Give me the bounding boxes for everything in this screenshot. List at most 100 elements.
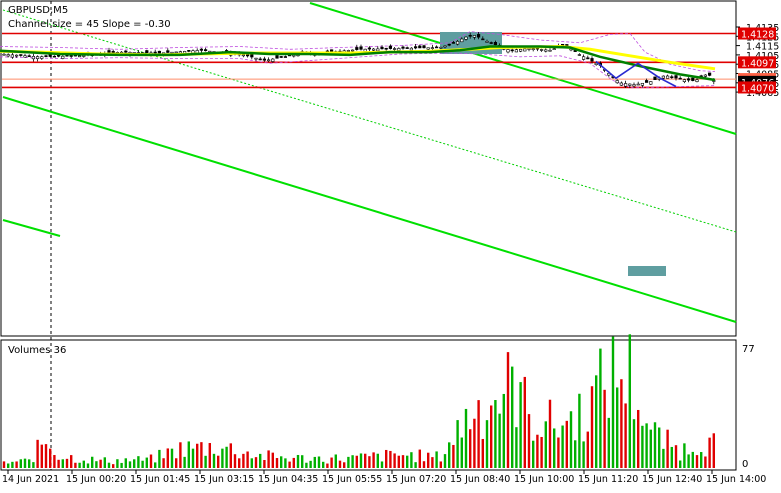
candle-body xyxy=(292,54,296,57)
volume-bar xyxy=(141,460,144,468)
time-tick-label: 15 Jun 12:40 xyxy=(642,474,702,485)
time-tick-label: 15 Jun 07:20 xyxy=(386,474,446,485)
candle-body xyxy=(703,74,707,77)
volume-bar xyxy=(695,455,699,468)
zigzag-line xyxy=(595,60,677,88)
candle-body xyxy=(283,56,288,58)
candle-body xyxy=(493,42,498,46)
candle-body xyxy=(485,41,489,43)
volume-bar xyxy=(679,460,682,468)
volume-bar xyxy=(11,461,14,468)
volume-bar xyxy=(259,453,262,468)
level-label: 1.4097 xyxy=(741,58,774,69)
candle-body xyxy=(153,51,157,54)
volume-bar xyxy=(309,460,312,468)
volume-bar xyxy=(191,448,195,468)
volume-bar xyxy=(99,459,102,468)
volume-bar xyxy=(611,336,615,468)
candle-body xyxy=(476,34,481,38)
candle-body xyxy=(355,47,359,50)
level-label-box xyxy=(738,81,776,94)
volume-bar xyxy=(162,458,165,468)
volume-bar xyxy=(464,408,468,468)
volume-bar xyxy=(187,441,190,468)
volume-bar xyxy=(338,460,342,468)
time-tick-label: 14 Jun 2021 xyxy=(2,474,59,485)
volume-bar xyxy=(616,387,619,468)
candle-body xyxy=(397,48,401,51)
volume-panel-frame xyxy=(0,339,737,471)
volume-bar xyxy=(351,455,354,468)
volume-bar xyxy=(527,414,531,468)
volume-bar xyxy=(414,462,417,468)
candle-body xyxy=(418,45,422,49)
candle-body xyxy=(632,84,636,87)
volume-bar xyxy=(61,459,64,468)
volume-bar xyxy=(301,455,304,468)
volume-bar xyxy=(683,443,686,468)
candle-body xyxy=(380,46,384,50)
candle-body xyxy=(409,47,414,51)
candle-body xyxy=(644,80,649,83)
volume-bar xyxy=(523,376,526,468)
candle-body xyxy=(401,46,405,49)
candle-body xyxy=(371,48,376,51)
candle-body xyxy=(6,54,10,57)
candle-body xyxy=(451,42,456,44)
volume-bar xyxy=(372,452,375,468)
volume-bar xyxy=(322,461,325,468)
volume-bar xyxy=(620,379,623,468)
candle-body xyxy=(241,54,246,57)
bollinger-upper-band xyxy=(0,31,716,72)
volume-bar xyxy=(460,437,463,468)
volume-bar xyxy=(330,457,333,468)
volume-bar xyxy=(53,455,56,468)
candle-body xyxy=(623,83,628,87)
volume-bar xyxy=(435,451,438,468)
price-tick-label: 1.4115 xyxy=(746,42,779,53)
volume-bar xyxy=(469,429,472,468)
candle-body xyxy=(695,79,699,82)
candle-body xyxy=(594,62,598,65)
candle-body xyxy=(69,55,73,57)
volume-bar xyxy=(477,400,480,468)
volume-bar xyxy=(120,462,123,468)
candle-body xyxy=(174,51,178,54)
volume-bar xyxy=(2,461,6,468)
volume-bar xyxy=(15,461,18,468)
volume-bar xyxy=(418,449,421,468)
volume-bar xyxy=(317,456,321,468)
candle-body xyxy=(434,46,439,49)
volume-bar xyxy=(271,452,274,468)
volume-bar xyxy=(586,431,589,468)
volume-bar xyxy=(666,429,669,468)
volume-bar xyxy=(397,455,400,468)
time-tick-label: 15 Jun 05:55 xyxy=(322,474,382,485)
volume-bar xyxy=(229,443,232,468)
volume-bar xyxy=(154,462,157,468)
candle-body xyxy=(707,72,712,76)
volume-bar xyxy=(347,456,350,468)
volume-bar xyxy=(544,421,547,468)
indicator-label: Channel size = 45 Slope = -0.30 xyxy=(8,19,171,30)
volume-bar xyxy=(700,452,703,468)
volume-bar xyxy=(515,427,518,468)
candle-body xyxy=(455,41,460,45)
candle-body xyxy=(27,55,31,57)
axis-layer: 1.41351.41251.41151.41051.40951.40851.40… xyxy=(2,23,779,485)
level-label-box xyxy=(738,27,776,40)
candle-body xyxy=(405,47,409,49)
candle-body xyxy=(548,49,552,52)
volume-bar xyxy=(448,442,451,468)
volume-bar xyxy=(7,463,10,468)
volume-bar xyxy=(65,458,69,468)
volume-bar xyxy=(95,461,98,468)
volume-bar xyxy=(128,461,132,468)
channel-lower-line xyxy=(2,219,61,237)
volume-bar xyxy=(427,452,430,468)
volume-bar xyxy=(380,461,384,468)
candle-body xyxy=(204,49,208,52)
volume-bar xyxy=(674,445,678,468)
candle-body xyxy=(422,45,426,49)
